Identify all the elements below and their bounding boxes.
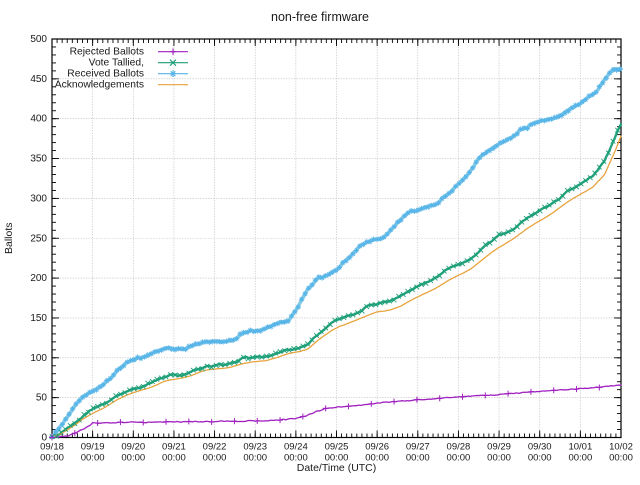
svg-text:09/22: 09/22: [203, 442, 227, 453]
svg-text:09/30: 09/30: [528, 442, 552, 453]
svg-text:00:00: 00:00: [609, 453, 633, 464]
svg-text:09/25: 09/25: [325, 442, 349, 453]
svg-text:00:00: 00:00: [487, 453, 511, 464]
svg-text:10/01: 10/01: [568, 442, 592, 453]
svg-text:00:00: 00:00: [243, 453, 267, 464]
svg-text:00:00: 00:00: [40, 453, 64, 464]
svg-text:00:00: 00:00: [81, 453, 105, 464]
svg-text:09/24: 09/24: [284, 442, 308, 453]
svg-text:350: 350: [30, 154, 47, 165]
svg-text:00:00: 00:00: [528, 453, 552, 464]
svg-text:00:00: 00:00: [121, 453, 145, 464]
svg-text:150: 150: [30, 313, 47, 324]
svg-text:09/26: 09/26: [365, 442, 389, 453]
svg-text:non-free firmware: non-free firmware: [271, 10, 369, 24]
svg-text:Received Ballots: Received Ballots: [67, 69, 144, 80]
svg-text:09/20: 09/20: [121, 442, 145, 453]
svg-text:500: 500: [30, 34, 47, 45]
svg-text:Rejected Ballots: Rejected Ballots: [70, 47, 144, 58]
svg-text:00:00: 00:00: [203, 453, 227, 464]
svg-text:300: 300: [30, 193, 47, 204]
svg-text:09/28: 09/28: [447, 442, 471, 453]
svg-text:09/23: 09/23: [243, 442, 267, 453]
svg-text:Ballots: Ballots: [3, 222, 15, 254]
svg-text:00:00: 00:00: [406, 453, 430, 464]
svg-text:00:00: 00:00: [568, 453, 592, 464]
svg-text:09/21: 09/21: [162, 442, 186, 453]
svg-text:09/19: 09/19: [81, 442, 105, 453]
svg-text:09/18: 09/18: [40, 442, 64, 453]
svg-text:400: 400: [30, 114, 47, 125]
svg-text:100: 100: [30, 353, 47, 364]
svg-text:09/27: 09/27: [406, 442, 430, 453]
svg-text:00:00: 00:00: [162, 453, 186, 464]
svg-text:Acknowledgements: Acknowledgements: [55, 80, 144, 91]
svg-text:10/02: 10/02: [609, 442, 633, 453]
svg-text:200: 200: [30, 273, 47, 284]
svg-text:00:00: 00:00: [447, 453, 471, 464]
svg-text:450: 450: [30, 74, 47, 85]
svg-text:Date/Time (UTC): Date/Time (UTC): [297, 462, 377, 474]
svg-text:250: 250: [30, 233, 47, 244]
svg-text:Vote Tallied,: Vote Tallied,: [89, 58, 144, 69]
svg-text:09/29: 09/29: [487, 442, 511, 453]
svg-text:50: 50: [36, 393, 48, 404]
